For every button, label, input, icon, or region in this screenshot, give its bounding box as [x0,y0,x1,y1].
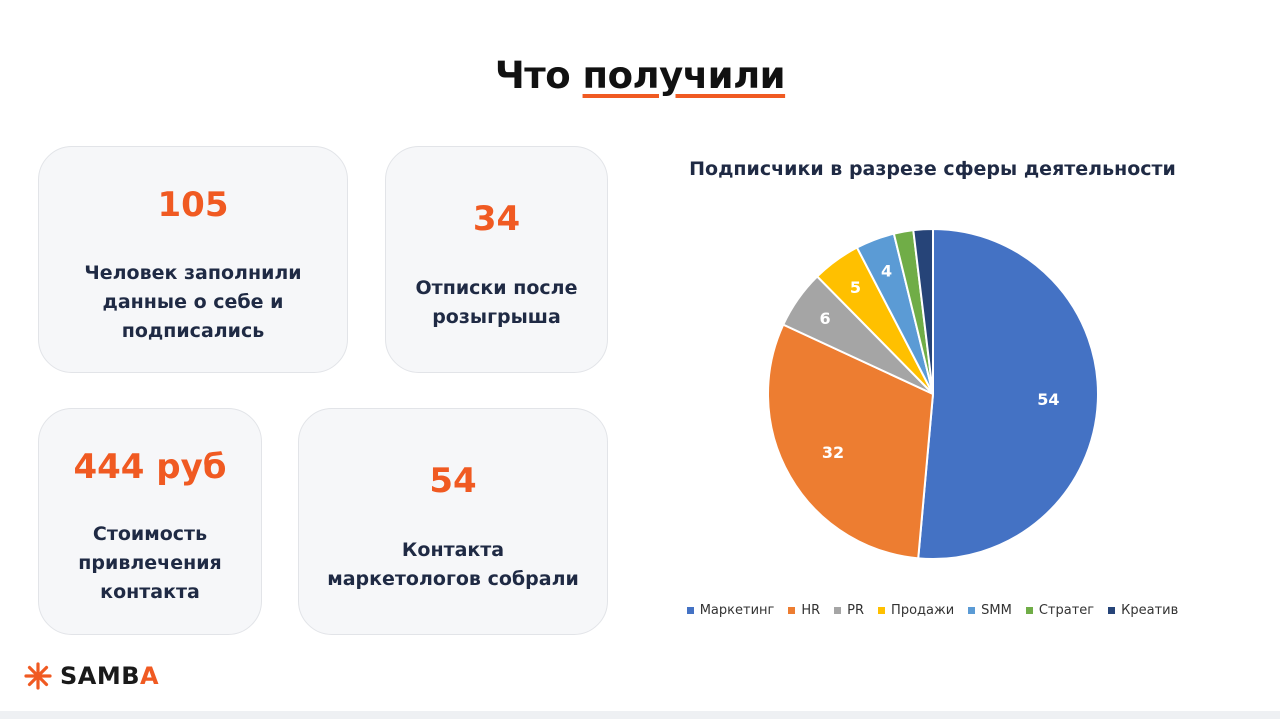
stat-value: 34 [472,199,521,239]
stat-value: 444 руб [73,447,227,487]
chart-legend: Маркетинг HR PR Продажи SMM Стратег Креатив [650,603,1215,618]
legend-item: Продажи [878,603,954,618]
legend-swatch [788,607,796,614]
stat-card-subscribed: 105 Человек заполнили данные о себе и по… [38,146,348,373]
pie-data-label: 54 [1037,390,1059,409]
legend-swatch [686,607,694,614]
legend-swatch [1025,607,1033,614]
stat-value: 54 [429,461,477,501]
asterisk-burst-icon [24,662,52,690]
logo-text-accent: A [140,662,160,690]
logo-text-main: SAMB [60,662,141,690]
pie-data-label: 32 [822,443,844,462]
stat-card-cost: 444 руб Стоимость привлечения контакта [38,408,262,635]
pie-data-label: 4 [881,261,892,280]
legend-label: PR [847,603,865,618]
stat-value: 105 [157,185,229,225]
legend-swatch [834,607,842,614]
pie-slice-креатив [912,227,934,395]
pie-data-label: 6 [819,309,830,328]
legend-item: PR [834,603,864,618]
legend-label: Креатив [1121,603,1179,618]
title-underlined: получили [582,54,786,97]
chart-title: Подписчики в разрезе сферы деятельности [689,158,1176,180]
legend-swatch [878,607,886,614]
legend-label: SMM [981,603,1012,618]
pie-slice-маркетинг [917,227,1099,560]
legend-item: HR [788,603,820,618]
logo-text: SAMBA [60,662,159,690]
legend-label: Стратег [1038,603,1095,618]
legend-label: HR [801,603,821,618]
stat-card-marketers: 54 Контакта маркетологов собрали [298,408,608,635]
stat-label: Стоимость привлечения контакта [78,523,222,603]
samba-logo: SAMBA [24,662,159,690]
title-plain: Что [494,54,571,97]
stat-card-unsubscribed: 34 Отписки после розыгрыша [385,146,608,373]
legend-item: Креатив [1108,603,1178,618]
pie-data-label: 5 [850,278,861,297]
stat-label: Контакта маркетологов собрали [327,539,579,590]
legend-label: Маркетинг [699,603,775,618]
legend-item: SMM [968,603,1012,618]
legend-label: Продажи [891,603,955,618]
stat-label: Отписки после розыгрыша [415,277,578,328]
legend-item: Маркетинг [686,603,775,618]
legend-swatch [1108,607,1116,614]
stat-label: Человек заполнили данные о себе и подпис… [84,262,302,342]
bottom-bar [0,711,1280,719]
legend-item: Стратег [1025,603,1095,618]
pie-slice-hr [767,323,935,560]
legend-swatch [968,607,976,614]
page-title: Что получили [0,54,1280,97]
